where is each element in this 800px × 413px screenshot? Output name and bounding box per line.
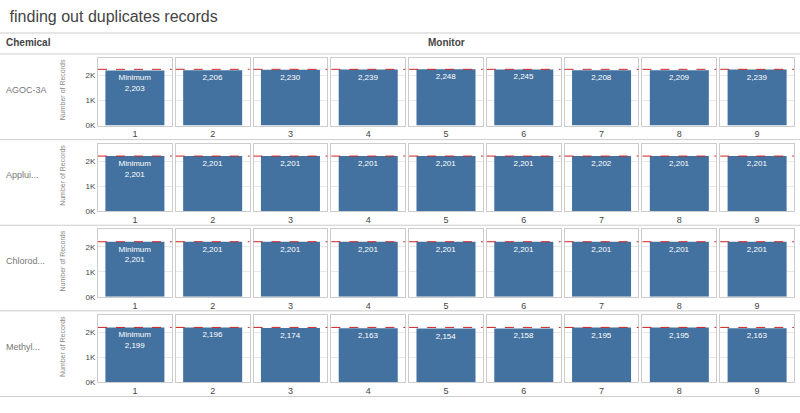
svg-text:3: 3 bbox=[288, 386, 293, 396]
svg-text:2,174: 2,174 bbox=[280, 331, 301, 340]
svg-text:3: 3 bbox=[288, 301, 293, 311]
svg-text:4: 4 bbox=[366, 386, 371, 396]
svg-text:Monitor: Monitor bbox=[428, 37, 465, 48]
svg-text:8: 8 bbox=[677, 386, 682, 396]
svg-text:finding out duplicates records: finding out duplicates records bbox=[10, 8, 218, 25]
svg-text:5: 5 bbox=[443, 215, 448, 225]
svg-text:2,201: 2,201 bbox=[513, 159, 534, 168]
svg-text:Number of Records: Number of Records bbox=[59, 59, 66, 120]
svg-text:2,154: 2,154 bbox=[436, 332, 457, 341]
svg-text:2,163: 2,163 bbox=[747, 331, 768, 340]
svg-text:4: 4 bbox=[366, 129, 371, 139]
svg-text:6: 6 bbox=[521, 215, 526, 225]
svg-text:2,206: 2,206 bbox=[202, 73, 223, 82]
svg-text:2,201: 2,201 bbox=[513, 245, 534, 254]
svg-text:Minimum2,203: Minimum2,203 bbox=[118, 73, 151, 92]
svg-text:2,201: 2,201 bbox=[436, 245, 457, 254]
svg-text:7: 7 bbox=[599, 301, 604, 311]
svg-text:9: 9 bbox=[755, 386, 760, 396]
svg-text:2,201: 2,201 bbox=[591, 245, 612, 254]
svg-text:6: 6 bbox=[521, 386, 526, 396]
svg-text:Number of Records: Number of Records bbox=[59, 230, 66, 291]
svg-text:2K: 2K bbox=[86, 71, 96, 80]
svg-text:1K: 1K bbox=[86, 182, 96, 191]
svg-text:2,201: 2,201 bbox=[280, 159, 301, 168]
svg-text:6: 6 bbox=[521, 129, 526, 139]
svg-text:1K: 1K bbox=[86, 353, 96, 362]
svg-text:7: 7 bbox=[599, 129, 604, 139]
svg-text:2,163: 2,163 bbox=[358, 331, 379, 340]
svg-text:Chlorod...: Chlorod... bbox=[6, 256, 45, 266]
svg-text:2,202: 2,202 bbox=[591, 159, 612, 168]
svg-text:Minimum2,201: Minimum2,201 bbox=[118, 245, 151, 264]
svg-text:9: 9 bbox=[755, 301, 760, 311]
svg-text:Applui...: Applui... bbox=[6, 170, 39, 180]
svg-text:2: 2 bbox=[210, 215, 215, 225]
svg-text:2,239: 2,239 bbox=[747, 73, 768, 82]
svg-text:2,245: 2,245 bbox=[513, 72, 534, 81]
svg-text:7: 7 bbox=[599, 215, 604, 225]
svg-text:0K: 0K bbox=[86, 207, 96, 216]
svg-text:2,201: 2,201 bbox=[669, 245, 690, 254]
svg-text:2,201: 2,201 bbox=[202, 159, 223, 168]
svg-text:1: 1 bbox=[132, 386, 137, 396]
svg-text:2,201: 2,201 bbox=[358, 159, 379, 168]
svg-text:1: 1 bbox=[132, 215, 137, 225]
svg-text:0K: 0K bbox=[86, 293, 96, 302]
svg-text:2,158: 2,158 bbox=[513, 331, 534, 340]
svg-text:2,201: 2,201 bbox=[747, 245, 768, 254]
svg-text:4: 4 bbox=[366, 301, 371, 311]
svg-text:1: 1 bbox=[132, 301, 137, 311]
svg-text:9: 9 bbox=[755, 129, 760, 139]
svg-text:2,209: 2,209 bbox=[669, 73, 690, 82]
svg-text:Methyl...: Methyl... bbox=[6, 342, 40, 352]
svg-text:5: 5 bbox=[443, 129, 448, 139]
svg-text:2,196: 2,196 bbox=[202, 330, 223, 339]
svg-text:5: 5 bbox=[443, 301, 448, 311]
svg-text:0K: 0K bbox=[86, 121, 96, 130]
svg-text:3: 3 bbox=[288, 129, 293, 139]
svg-text:1: 1 bbox=[132, 129, 137, 139]
svg-text:1K: 1K bbox=[86, 96, 96, 105]
svg-text:2,201: 2,201 bbox=[358, 245, 379, 254]
svg-text:Minimum2,201: Minimum2,201 bbox=[118, 159, 151, 178]
svg-text:Number of Records: Number of Records bbox=[59, 316, 66, 377]
svg-text:2: 2 bbox=[210, 301, 215, 311]
svg-text:8: 8 bbox=[677, 129, 682, 139]
svg-text:2,201: 2,201 bbox=[669, 159, 690, 168]
svg-text:8: 8 bbox=[677, 301, 682, 311]
svg-text:Minimum2,199: Minimum2,199 bbox=[118, 330, 151, 349]
svg-text:8: 8 bbox=[677, 215, 682, 225]
svg-text:4: 4 bbox=[366, 215, 371, 225]
svg-text:Number of Records: Number of Records bbox=[59, 145, 66, 206]
svg-text:0K: 0K bbox=[86, 378, 96, 387]
svg-text:2,239: 2,239 bbox=[358, 73, 379, 82]
svg-text:2,208: 2,208 bbox=[591, 73, 612, 82]
svg-text:3: 3 bbox=[288, 215, 293, 225]
svg-text:2: 2 bbox=[210, 129, 215, 139]
svg-text:5: 5 bbox=[443, 386, 448, 396]
svg-text:1K: 1K bbox=[86, 268, 96, 277]
svg-text:2K: 2K bbox=[86, 328, 96, 337]
svg-text:2: 2 bbox=[210, 386, 215, 396]
svg-text:2,201: 2,201 bbox=[747, 159, 768, 168]
svg-text:2,195: 2,195 bbox=[669, 331, 690, 340]
svg-text:AGOC-3A: AGOC-3A bbox=[6, 85, 47, 95]
svg-text:2K: 2K bbox=[86, 157, 96, 166]
svg-text:2,201: 2,201 bbox=[436, 159, 457, 168]
svg-text:Chemical: Chemical bbox=[6, 37, 51, 48]
svg-text:2,248: 2,248 bbox=[436, 72, 457, 81]
svg-text:6: 6 bbox=[521, 301, 526, 311]
svg-text:2,230: 2,230 bbox=[280, 73, 301, 82]
svg-text:9: 9 bbox=[755, 215, 760, 225]
svg-text:2,201: 2,201 bbox=[280, 245, 301, 254]
svg-text:7: 7 bbox=[599, 386, 604, 396]
svg-text:2,195: 2,195 bbox=[591, 331, 612, 340]
svg-text:2K: 2K bbox=[86, 243, 96, 252]
svg-text:2,201: 2,201 bbox=[202, 245, 223, 254]
